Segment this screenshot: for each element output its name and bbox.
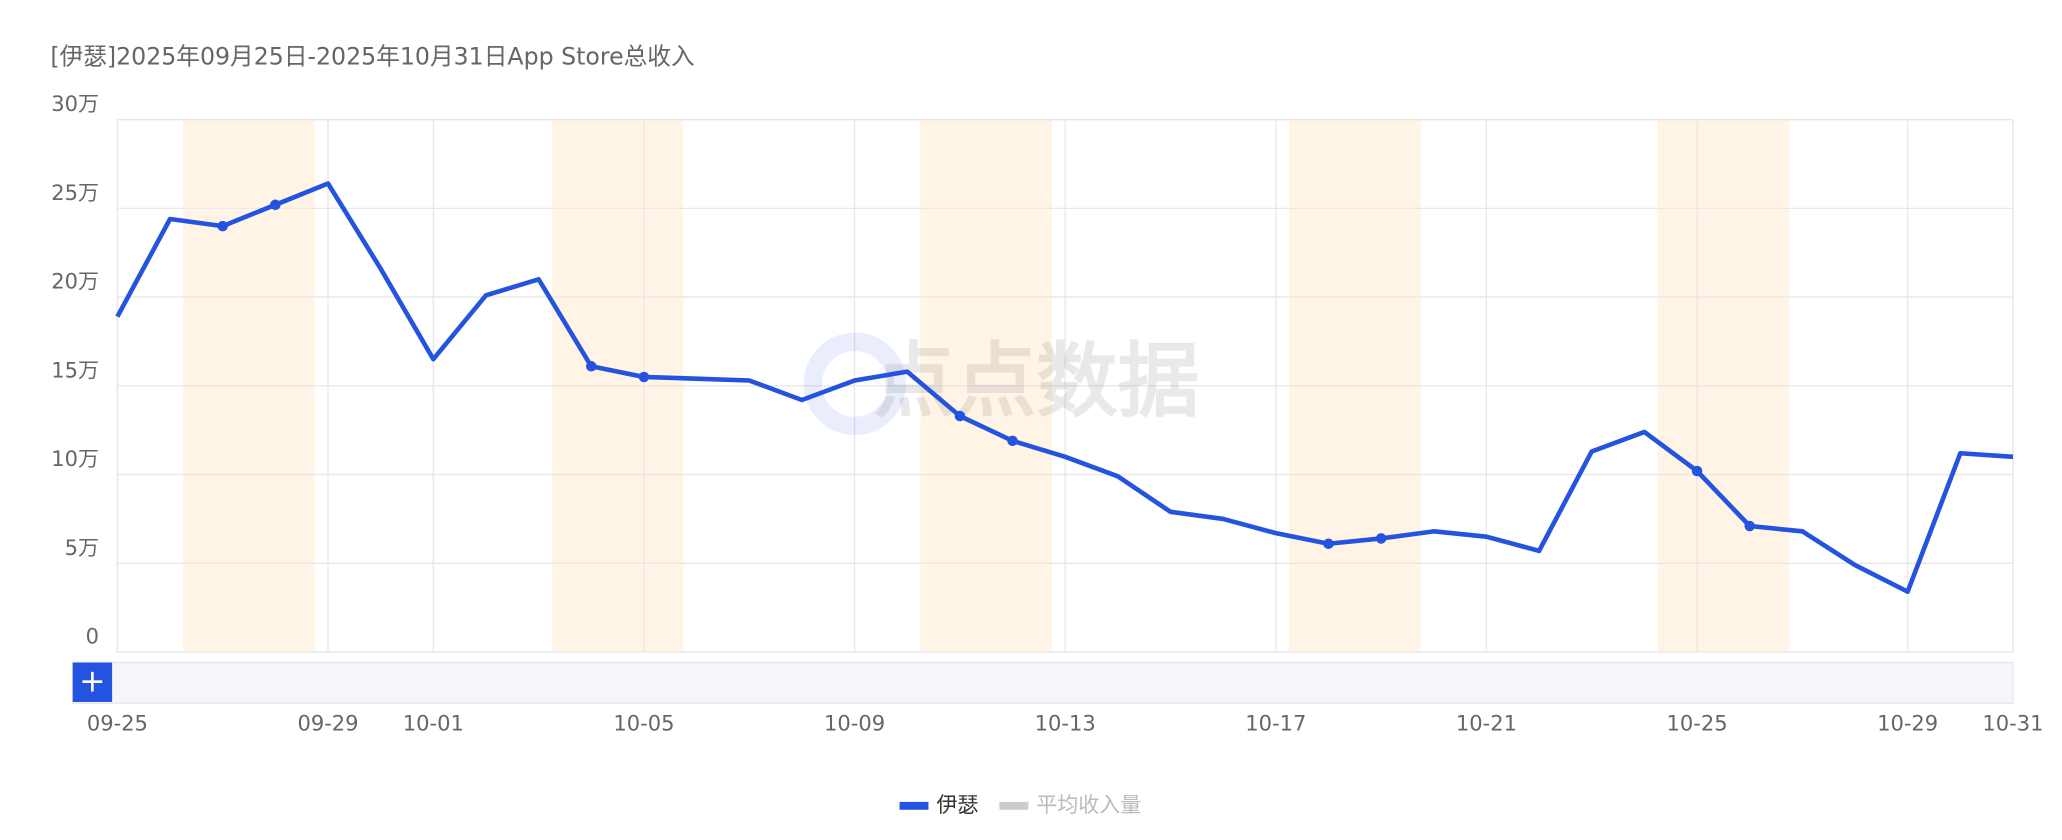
point bbox=[954, 410, 966, 422]
x-tick-label: 10-29 bbox=[1877, 710, 1938, 735]
x-tick-label: 10-25 bbox=[1667, 710, 1728, 735]
legend-label[interactable]: 伊瑟 bbox=[936, 792, 978, 817]
point bbox=[1744, 520, 1755, 532]
x-tick-label: 10-21 bbox=[1456, 710, 1517, 735]
x-tick-label: 10-31 bbox=[1982, 710, 2043, 735]
legend-label[interactable]: 平均收入量 bbox=[1036, 792, 1141, 817]
y-tick-label: 0 bbox=[86, 624, 99, 649]
zoom-button-icon: + bbox=[79, 663, 105, 699]
point bbox=[1007, 435, 1018, 447]
point bbox=[217, 220, 228, 232]
zoom-button[interactable] bbox=[72, 662, 113, 702]
x-tick-label: 10-17 bbox=[1245, 710, 1306, 735]
x-tick-label: 10-01 bbox=[403, 710, 464, 735]
point bbox=[638, 371, 650, 383]
y-tick-label: 30万 bbox=[51, 91, 99, 116]
legend-swatch[interactable] bbox=[999, 801, 1029, 810]
watermark: 点点数据 bbox=[873, 334, 1199, 429]
x-tick-label: 09-29 bbox=[297, 710, 358, 735]
y-tick-label: 15万 bbox=[51, 357, 99, 382]
y-tick-label: 25万 bbox=[51, 180, 99, 205]
y-tick-label: 5万 bbox=[65, 535, 99, 560]
x-tick-label: 10-09 bbox=[824, 710, 885, 735]
chart-title: [伊瑟]2025年09月25日-2025年10月31日App Store总收入 bbox=[50, 42, 694, 70]
legend-swatch[interactable] bbox=[899, 801, 929, 810]
point bbox=[270, 199, 281, 211]
x-tick-label: 10-13 bbox=[1035, 710, 1096, 735]
x-tick-label: 10-05 bbox=[613, 710, 674, 735]
point bbox=[1375, 533, 1387, 544]
x-tick-label: 09-25 bbox=[87, 710, 148, 735]
y-tick-label: 10万 bbox=[51, 446, 99, 471]
watermark-logo bbox=[803, 332, 907, 436]
point bbox=[1691, 465, 1703, 477]
point bbox=[586, 361, 597, 372]
y-tick-label: 20万 bbox=[51, 269, 99, 294]
point bbox=[1323, 538, 1334, 550]
zoom-slider[interactable] bbox=[72, 661, 2014, 704]
